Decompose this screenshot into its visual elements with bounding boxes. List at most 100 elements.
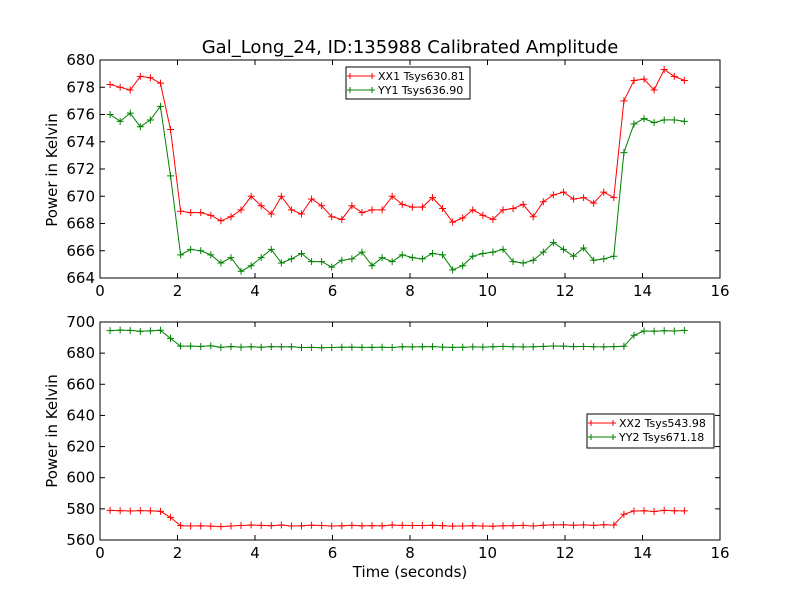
data-point (428, 194, 436, 202)
data-point (156, 326, 164, 334)
data-point (489, 248, 497, 256)
data-point (237, 267, 245, 275)
data-point (539, 198, 547, 206)
data-point (670, 116, 678, 124)
data-point (559, 342, 567, 350)
legend-box (586, 413, 715, 449)
y-tick-label: 678 (66, 78, 95, 96)
data-point (620, 510, 628, 518)
data-point (610, 252, 618, 260)
data-point (398, 200, 406, 208)
data-point (428, 343, 436, 351)
legend-marker (588, 420, 616, 426)
data-point (398, 343, 406, 351)
data-point (418, 203, 426, 211)
data-point (207, 251, 215, 259)
data-point (368, 343, 376, 351)
data-point (146, 74, 154, 82)
data-point (590, 256, 598, 264)
data-point (298, 522, 305, 530)
data-point (106, 327, 114, 335)
data-point (277, 192, 285, 200)
data-point (620, 342, 628, 350)
data-point (167, 172, 175, 180)
data-point (489, 522, 497, 530)
data-point (439, 343, 447, 351)
data-point (489, 215, 497, 223)
data-point (630, 507, 638, 515)
data-point (227, 213, 235, 221)
data-point (519, 259, 527, 267)
x-tick-label: 8 (405, 544, 415, 562)
x-tick-label: 10 (478, 544, 497, 562)
legend-label: YY1 Tsys636.90 (377, 84, 463, 97)
data-point (298, 344, 305, 352)
data-point (156, 79, 164, 87)
data-point (479, 211, 487, 219)
data-point (237, 343, 245, 351)
data-point (116, 117, 124, 125)
data-point (660, 116, 668, 124)
x-tick-label: 2 (173, 544, 183, 562)
data-point (449, 343, 457, 351)
data-point (660, 66, 668, 74)
x-tick-label: 4 (250, 282, 260, 300)
data-point (418, 343, 426, 351)
data-point (277, 259, 285, 267)
data-point (650, 508, 658, 516)
data-point (338, 343, 346, 351)
data-point (570, 343, 578, 351)
data-point (277, 343, 285, 351)
data-point (459, 262, 467, 270)
x-tick-label: 0 (95, 282, 105, 300)
data-point (509, 343, 517, 351)
data-point (287, 206, 295, 214)
data-point (600, 343, 608, 351)
data-point (308, 521, 316, 529)
data-point (267, 245, 275, 253)
data-point (459, 343, 467, 351)
data-point (287, 255, 295, 263)
data-point (529, 256, 537, 264)
y-tick-label: 680 (66, 344, 95, 362)
data-point (680, 76, 688, 84)
data-point (358, 248, 366, 256)
x-tick-label: 0 (95, 544, 105, 562)
data-point (539, 342, 547, 350)
y-tick-label: 676 (66, 106, 95, 124)
x-tick-label: 10 (478, 282, 497, 300)
data-point (167, 125, 175, 133)
data-point (257, 202, 265, 210)
data-point (328, 213, 336, 221)
data-point (177, 522, 185, 530)
data-point (670, 507, 678, 515)
data-point (167, 513, 175, 521)
data-point (449, 522, 457, 530)
data-point (348, 202, 356, 210)
data-point (418, 522, 426, 530)
data-point (217, 259, 225, 267)
data-point (136, 507, 144, 515)
chart-title: Gal_Long_24, ID:135988 Calibrated Amplit… (202, 37, 619, 58)
data-point (640, 507, 648, 515)
data-point (368, 262, 376, 270)
data-point (187, 245, 195, 253)
data-point (298, 210, 305, 218)
data-point (580, 194, 588, 202)
legend-marker (347, 73, 375, 79)
data-point (116, 83, 124, 91)
data-point (237, 206, 245, 214)
legend-label: YY2 Tsys671.18 (618, 431, 704, 444)
data-point (197, 522, 205, 530)
data-point (428, 249, 436, 257)
data-point (439, 522, 447, 530)
y-tick-label: 670 (66, 187, 95, 205)
data-point (580, 521, 588, 529)
y-tick-label: 700 (66, 313, 95, 331)
data-point (187, 342, 195, 350)
data-point (328, 263, 336, 271)
data-point (509, 258, 517, 266)
bottom-y-axis-label: Power in Kelvin (43, 374, 61, 488)
data-point (549, 191, 557, 199)
data-point (338, 256, 346, 264)
